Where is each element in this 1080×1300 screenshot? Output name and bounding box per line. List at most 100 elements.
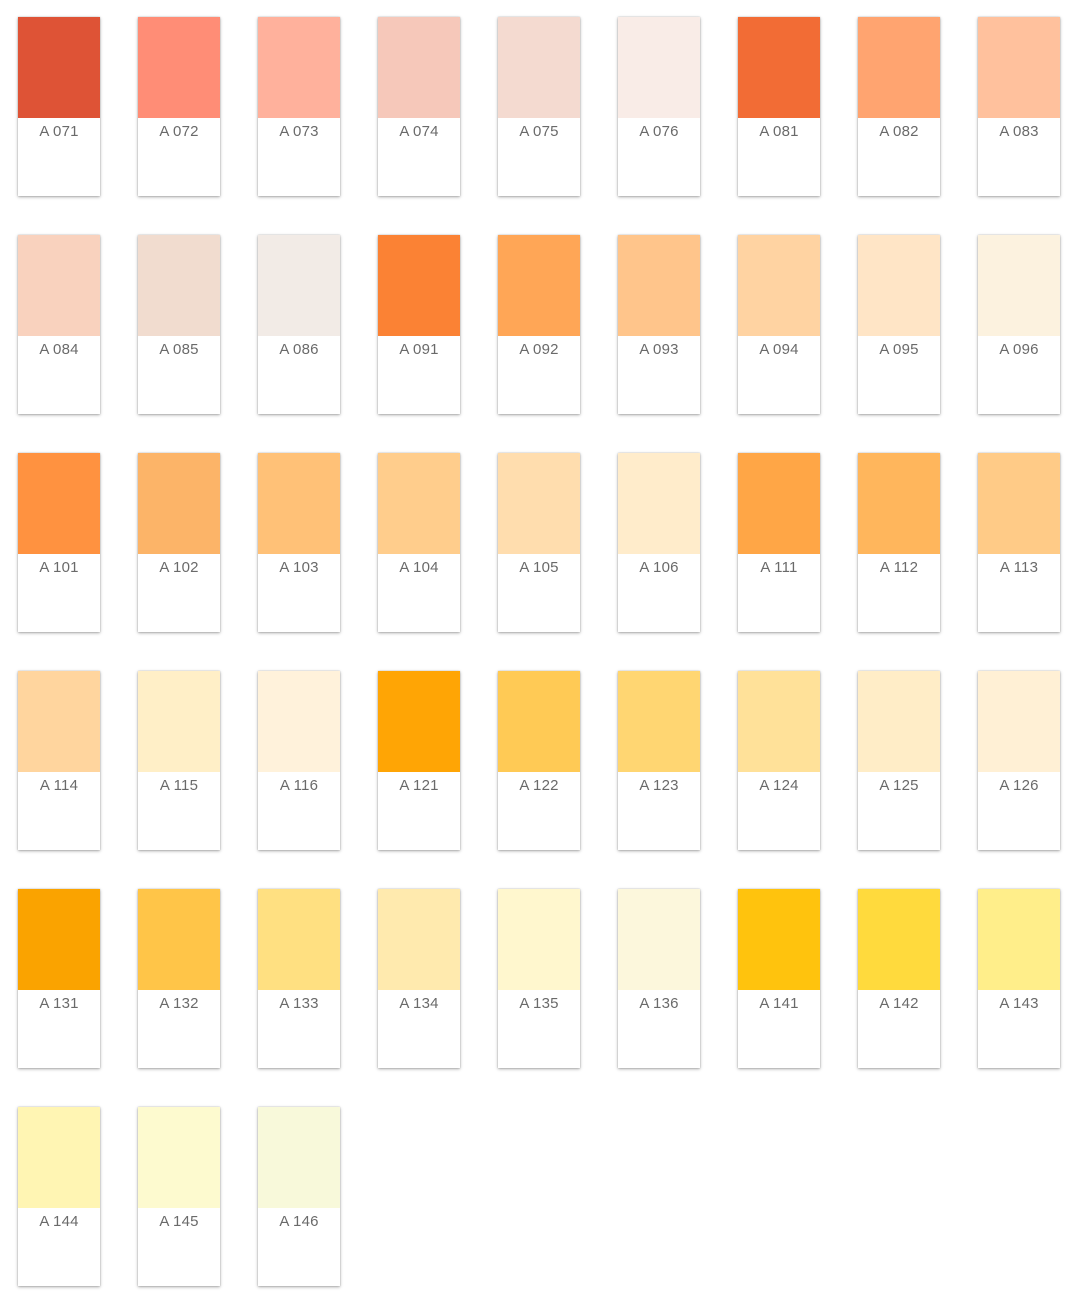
color-swatch (378, 453, 460, 554)
swatch-card-a-123[interactable]: A 123 (618, 671, 700, 850)
swatch-code-label: A 132 (159, 995, 199, 1012)
swatch-card-a-074[interactable]: A 074 (378, 17, 460, 196)
color-swatch (738, 235, 820, 336)
color-swatch (738, 889, 820, 990)
swatch-card-a-143[interactable]: A 143 (978, 889, 1060, 1068)
color-swatch (138, 17, 220, 118)
swatch-code-label: A 091 (399, 341, 439, 358)
swatch-card-a-133[interactable]: A 133 (258, 889, 340, 1068)
swatch-card-a-112[interactable]: A 112 (858, 453, 940, 632)
color-swatch (978, 671, 1060, 772)
color-swatch (258, 1107, 340, 1208)
swatch-card-a-103[interactable]: A 103 (258, 453, 340, 632)
swatch-card-a-084[interactable]: A 084 (18, 235, 100, 414)
swatch-code-label: A 123 (639, 777, 679, 794)
swatch-card-a-075[interactable]: A 075 (498, 17, 580, 196)
swatch-card-a-072[interactable]: A 072 (138, 17, 220, 196)
swatch-card-a-071[interactable]: A 071 (18, 17, 100, 196)
swatch-card-a-132[interactable]: A 132 (138, 889, 220, 1068)
swatch-card-a-135[interactable]: A 135 (498, 889, 580, 1068)
swatch-card-a-141[interactable]: A 141 (738, 889, 820, 1068)
color-swatch (978, 453, 1060, 554)
swatch-card-a-073[interactable]: A 073 (258, 17, 340, 196)
swatch-card-a-136[interactable]: A 136 (618, 889, 700, 1068)
swatch-code-label: A 113 (999, 559, 1039, 576)
swatch-card-a-144[interactable]: A 144 (18, 1107, 100, 1286)
swatch-code-label: A 116 (279, 777, 319, 794)
color-swatch (498, 235, 580, 336)
swatch-card-a-131[interactable]: A 131 (18, 889, 100, 1068)
swatch-card-a-126[interactable]: A 126 (978, 671, 1060, 850)
swatch-code-label: A 086 (279, 341, 319, 358)
swatch-code-label: A 084 (39, 341, 79, 358)
swatch-card-a-082[interactable]: A 082 (858, 17, 940, 196)
swatch-card-a-095[interactable]: A 095 (858, 235, 940, 414)
color-swatch (258, 17, 340, 118)
color-swatch (978, 17, 1060, 118)
color-swatch (858, 453, 940, 554)
color-swatch (18, 1107, 100, 1208)
swatch-card-a-116[interactable]: A 116 (258, 671, 340, 850)
swatch-card-a-106[interactable]: A 106 (618, 453, 700, 632)
swatch-card-a-104[interactable]: A 104 (378, 453, 460, 632)
swatch-code-label: A 102 (159, 559, 199, 576)
color-swatch (138, 889, 220, 990)
swatch-card-a-076[interactable]: A 076 (618, 17, 700, 196)
swatch-card-a-113[interactable]: A 113 (978, 453, 1060, 632)
swatch-code-label: A 085 (159, 341, 199, 358)
swatch-code-label: A 122 (519, 777, 559, 794)
swatch-code-label: A 121 (399, 777, 439, 794)
swatch-card-a-122[interactable]: A 122 (498, 671, 580, 850)
swatch-code-label: A 075 (519, 123, 559, 140)
color-swatch (858, 671, 940, 772)
swatch-code-label: A 111 (760, 559, 798, 576)
swatch-card-a-096[interactable]: A 096 (978, 235, 1060, 414)
swatch-code-label: A 071 (39, 123, 79, 140)
swatch-code-label: A 143 (999, 995, 1039, 1012)
swatch-card-a-142[interactable]: A 142 (858, 889, 940, 1068)
color-swatch (138, 235, 220, 336)
color-swatch (138, 1107, 220, 1208)
swatch-code-label: A 095 (879, 341, 919, 358)
swatch-card-a-083[interactable]: A 083 (978, 17, 1060, 196)
swatch-card-a-081[interactable]: A 081 (738, 17, 820, 196)
color-swatch (618, 235, 700, 336)
swatch-card-a-091[interactable]: A 091 (378, 235, 460, 414)
swatch-card-a-146[interactable]: A 146 (258, 1107, 340, 1286)
swatch-card-a-101[interactable]: A 101 (18, 453, 100, 632)
swatch-code-label: A 134 (399, 995, 439, 1012)
swatch-card-a-085[interactable]: A 085 (138, 235, 220, 414)
swatch-card-a-111[interactable]: A 111 (738, 453, 820, 632)
color-swatch (18, 235, 100, 336)
swatch-code-label: A 096 (999, 341, 1039, 358)
swatch-code-label: A 094 (759, 341, 799, 358)
swatch-card-a-102[interactable]: A 102 (138, 453, 220, 632)
swatch-card-a-105[interactable]: A 105 (498, 453, 580, 632)
color-swatch (858, 235, 940, 336)
swatch-code-label: A 136 (639, 995, 679, 1012)
swatch-code-label: A 114 (39, 777, 79, 794)
swatch-code-label: A 076 (639, 123, 679, 140)
swatch-card-a-134[interactable]: A 134 (378, 889, 460, 1068)
swatch-code-label: A 146 (279, 1213, 319, 1230)
color-swatch (138, 671, 220, 772)
swatch-code-label: A 141 (759, 995, 799, 1012)
swatch-card-a-125[interactable]: A 125 (858, 671, 940, 850)
swatch-card-a-145[interactable]: A 145 (138, 1107, 220, 1286)
swatch-card-a-115[interactable]: A 115 (138, 671, 220, 850)
swatch-code-label: A 101 (39, 559, 79, 576)
swatch-card-a-086[interactable]: A 086 (258, 235, 340, 414)
swatch-code-label: A 145 (159, 1213, 199, 1230)
swatch-card-a-094[interactable]: A 094 (738, 235, 820, 414)
color-swatch (978, 889, 1060, 990)
swatch-code-label: A 074 (399, 123, 439, 140)
color-swatch (378, 235, 460, 336)
swatch-card-a-124[interactable]: A 124 (738, 671, 820, 850)
swatch-card-a-114[interactable]: A 114 (18, 671, 100, 850)
swatch-code-label: A 126 (999, 777, 1039, 794)
swatch-card-a-121[interactable]: A 121 (378, 671, 460, 850)
swatch-card-a-092[interactable]: A 092 (498, 235, 580, 414)
color-swatch (738, 453, 820, 554)
swatch-code-label: A 144 (39, 1213, 79, 1230)
swatch-card-a-093[interactable]: A 093 (618, 235, 700, 414)
